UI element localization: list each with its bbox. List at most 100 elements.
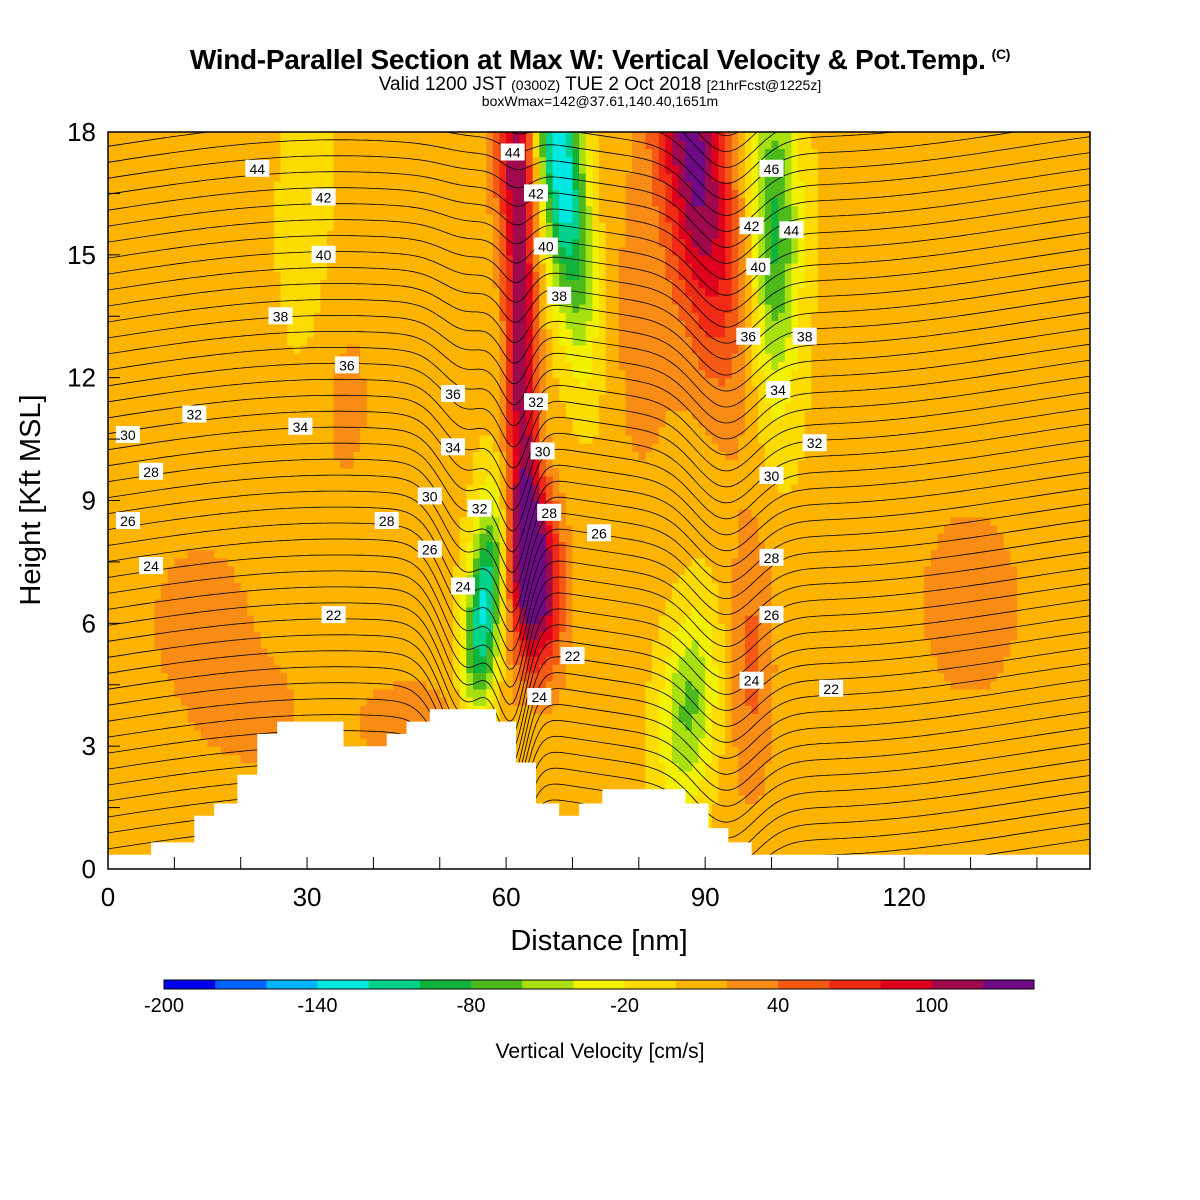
velocity-cell bbox=[121, 451, 129, 461]
velocity-cell bbox=[114, 451, 122, 461]
velocity-cell bbox=[240, 746, 248, 755]
velocity-cell bbox=[293, 434, 302, 444]
velocity-cell bbox=[134, 402, 142, 412]
velocity-cell bbox=[267, 320, 275, 330]
velocity-cell bbox=[154, 189, 162, 199]
velocity-cell bbox=[466, 230, 474, 240]
velocity-cell bbox=[207, 729, 215, 739]
velocity-cell bbox=[340, 205, 348, 215]
velocity-cell bbox=[180, 664, 189, 674]
velocity-cell bbox=[413, 426, 421, 436]
velocity-cell bbox=[167, 443, 175, 452]
velocity-cell bbox=[273, 631, 282, 641]
velocity-cell bbox=[353, 328, 361, 338]
velocity-cell bbox=[227, 705, 235, 715]
velocity-cell bbox=[200, 230, 209, 240]
velocity-cell bbox=[147, 778, 156, 788]
velocity-cell bbox=[121, 336, 129, 346]
velocity-cell bbox=[154, 754, 162, 764]
velocity-cell bbox=[446, 336, 454, 346]
velocity-cell bbox=[200, 484, 209, 493]
velocity-cell bbox=[220, 664, 229, 674]
velocity-cell bbox=[121, 582, 129, 592]
velocity-cell bbox=[320, 557, 328, 567]
velocity-cell bbox=[399, 385, 408, 395]
velocity-cell bbox=[459, 164, 467, 174]
velocity-cell bbox=[154, 606, 162, 616]
velocity-cell bbox=[360, 484, 368, 493]
velocity-cell bbox=[366, 574, 375, 583]
velocity-cell bbox=[108, 328, 116, 338]
velocity-cell bbox=[220, 443, 229, 452]
velocity-cell bbox=[141, 434, 149, 444]
velocity-cell bbox=[247, 508, 255, 518]
velocity-cell bbox=[187, 271, 195, 280]
velocity-cell bbox=[326, 369, 335, 379]
velocity-cell bbox=[307, 312, 315, 321]
velocity-cell bbox=[247, 574, 255, 583]
velocity-cell bbox=[234, 246, 242, 256]
velocity-cell bbox=[161, 353, 169, 362]
velocity-cell bbox=[187, 836, 195, 846]
velocity-cell bbox=[307, 664, 315, 674]
velocity-cell bbox=[267, 713, 275, 723]
velocity-cell bbox=[253, 680, 262, 690]
velocity-cell bbox=[154, 361, 162, 371]
velocity-cell bbox=[446, 344, 454, 354]
velocity-cell bbox=[287, 230, 295, 240]
velocity-cell bbox=[472, 598, 481, 608]
velocity-cell bbox=[353, 533, 361, 543]
velocity-cell bbox=[313, 394, 321, 403]
velocity-cell bbox=[287, 451, 295, 461]
velocity-cell bbox=[240, 189, 248, 199]
velocity-cell bbox=[220, 680, 229, 690]
velocity-cell bbox=[194, 688, 202, 698]
velocity-cell bbox=[134, 582, 142, 592]
velocity-cell bbox=[426, 369, 434, 379]
velocity-cell bbox=[320, 688, 328, 698]
velocity-cell bbox=[360, 172, 368, 182]
velocity-cell bbox=[200, 254, 209, 264]
velocity-cell bbox=[273, 148, 282, 158]
velocity-cell bbox=[446, 164, 454, 174]
velocity-cell bbox=[293, 361, 302, 371]
velocity-cell bbox=[360, 737, 368, 747]
velocity-cell bbox=[267, 484, 275, 493]
velocity-cell bbox=[373, 680, 381, 690]
velocity-cell bbox=[419, 254, 428, 264]
velocity-cell bbox=[147, 811, 156, 821]
velocity-cell bbox=[307, 623, 315, 633]
velocity-cell bbox=[240, 680, 248, 690]
velocity-cell bbox=[147, 754, 156, 764]
velocity-cell bbox=[300, 656, 308, 665]
velocity-cell bbox=[386, 475, 394, 485]
velocity-cell bbox=[121, 623, 129, 633]
velocity-cell bbox=[234, 631, 242, 641]
velocity-cell bbox=[287, 410, 295, 420]
velocity-cell bbox=[406, 434, 414, 444]
velocity-cell bbox=[393, 656, 401, 665]
velocity-cell bbox=[419, 402, 428, 412]
velocity-cell bbox=[393, 369, 401, 379]
velocity-cell bbox=[147, 164, 156, 174]
velocity-cell bbox=[273, 475, 282, 485]
velocity-cell bbox=[227, 434, 235, 444]
velocity-cell bbox=[399, 533, 408, 543]
velocity-cell bbox=[227, 606, 235, 616]
velocity-cell bbox=[413, 132, 421, 141]
velocity-cell bbox=[147, 828, 156, 837]
velocity-cell bbox=[161, 721, 169, 731]
velocity-cell bbox=[220, 361, 229, 371]
velocity-cell bbox=[121, 394, 129, 403]
velocity-cell bbox=[466, 631, 474, 641]
velocity-cell bbox=[453, 516, 461, 526]
velocity-cell bbox=[459, 418, 467, 428]
velocity-cell bbox=[127, 312, 136, 321]
velocity-cell bbox=[167, 238, 175, 248]
velocity-cell bbox=[413, 402, 421, 412]
velocity-cell bbox=[207, 647, 215, 657]
velocity-cell bbox=[386, 287, 394, 297]
velocity-cell bbox=[280, 598, 288, 608]
velocity-cell bbox=[426, 525, 434, 534]
velocity-cell bbox=[353, 475, 361, 485]
